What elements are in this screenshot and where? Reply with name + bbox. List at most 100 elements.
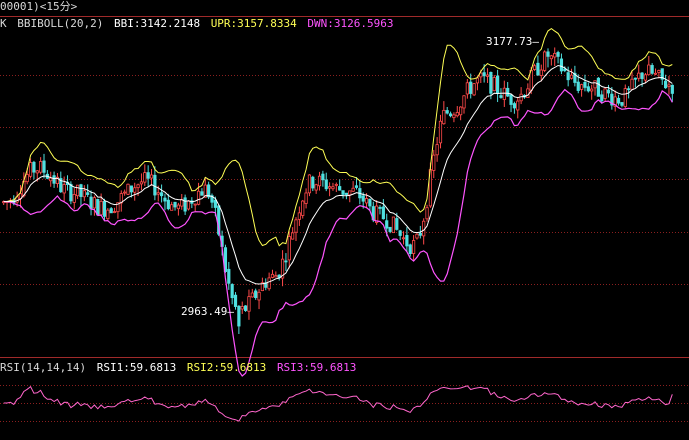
candle-body	[482, 72, 486, 77]
candle-body	[173, 201, 177, 208]
candle	[146, 165, 150, 187]
candle-body	[267, 277, 271, 290]
candle-body	[512, 103, 517, 109]
kline-prefix: K	[0, 17, 7, 30]
candle-body	[459, 106, 463, 116]
candle-body	[250, 292, 254, 298]
candle	[569, 68, 574, 80]
candle-body	[569, 74, 574, 79]
candle-body	[193, 203, 197, 206]
candle-body	[149, 174, 154, 179]
candle-body	[653, 72, 658, 75]
candle-body	[156, 192, 160, 195]
candle	[546, 48, 550, 68]
candle	[166, 193, 170, 211]
candle	[153, 166, 157, 201]
candle-body	[69, 183, 73, 202]
candle	[378, 205, 382, 215]
candle	[133, 182, 137, 201]
rsi2-value: RSI2:59.6813	[186, 361, 267, 374]
rsi-indicator-name[interactable]: RSI(14,14,14)	[0, 361, 87, 374]
candle-body	[606, 89, 611, 94]
candle	[257, 289, 261, 310]
candle	[170, 201, 174, 211]
candle	[28, 158, 33, 179]
candle	[180, 193, 184, 210]
candle	[580, 83, 584, 97]
bbiboll-indicator-name[interactable]: BBIBOLL(20,2)	[17, 17, 104, 30]
candle	[553, 47, 557, 67]
candle-body	[502, 87, 506, 100]
candle-body	[301, 200, 305, 216]
candle	[616, 94, 621, 106]
candle	[109, 207, 113, 214]
candle-body	[321, 173, 325, 181]
low-price-marker: —	[227, 305, 234, 318]
candle-body	[99, 200, 103, 216]
candle-body	[79, 184, 83, 197]
candle-body	[516, 100, 520, 111]
candle	[442, 101, 446, 125]
candle-body	[260, 282, 265, 292]
candle-body	[203, 184, 207, 198]
candle-body	[378, 207, 382, 209]
candle	[613, 90, 617, 112]
candle	[469, 73, 473, 99]
candle-body	[354, 185, 359, 188]
candle-body	[583, 81, 587, 88]
candle-body	[627, 88, 631, 91]
candle-body	[670, 84, 674, 94]
candle-body	[398, 230, 402, 236]
candle	[200, 188, 204, 196]
candle	[119, 190, 123, 212]
candle-body	[324, 179, 328, 190]
candle-body	[116, 202, 120, 213]
candle-body	[385, 220, 389, 229]
candle-body	[186, 200, 191, 210]
rsi1-value: RSI1:59.6813	[96, 361, 177, 374]
candle	[657, 69, 661, 79]
candle	[566, 66, 570, 87]
candle	[348, 190, 352, 203]
candle	[102, 198, 107, 221]
candle-body	[620, 102, 624, 106]
candle	[297, 206, 301, 226]
candle-body	[348, 190, 352, 196]
candle	[79, 183, 83, 206]
candle-body	[304, 192, 308, 204]
candle	[606, 84, 611, 98]
candle	[455, 106, 459, 118]
candle-body	[331, 186, 335, 190]
candle-body	[647, 64, 651, 76]
candle-body	[200, 191, 204, 196]
candle	[89, 190, 93, 216]
candle-body	[563, 68, 567, 72]
candle-body	[469, 81, 473, 94]
candle	[630, 70, 634, 91]
candle	[338, 179, 342, 191]
candle	[559, 53, 564, 75]
candle-body	[442, 109, 446, 125]
candle-body	[280, 258, 285, 279]
candle	[600, 90, 604, 104]
candle	[465, 79, 469, 99]
candle	[452, 112, 456, 123]
candle-body	[166, 199, 170, 210]
candle-body	[475, 77, 480, 84]
grid-lines	[0, 16, 689, 422]
candle-body	[361, 195, 365, 202]
candle-body	[341, 190, 345, 195]
candle	[45, 170, 49, 180]
candle	[583, 74, 587, 92]
candle	[203, 177, 207, 198]
rsi-line	[3, 385, 673, 422]
candle	[411, 235, 416, 261]
candle-body	[549, 55, 553, 60]
upr-line	[3, 27, 673, 247]
candle	[660, 68, 664, 85]
candle-body	[543, 51, 547, 71]
candle	[667, 76, 671, 95]
rsi-panel	[3, 385, 673, 422]
candle-body	[448, 113, 453, 117]
